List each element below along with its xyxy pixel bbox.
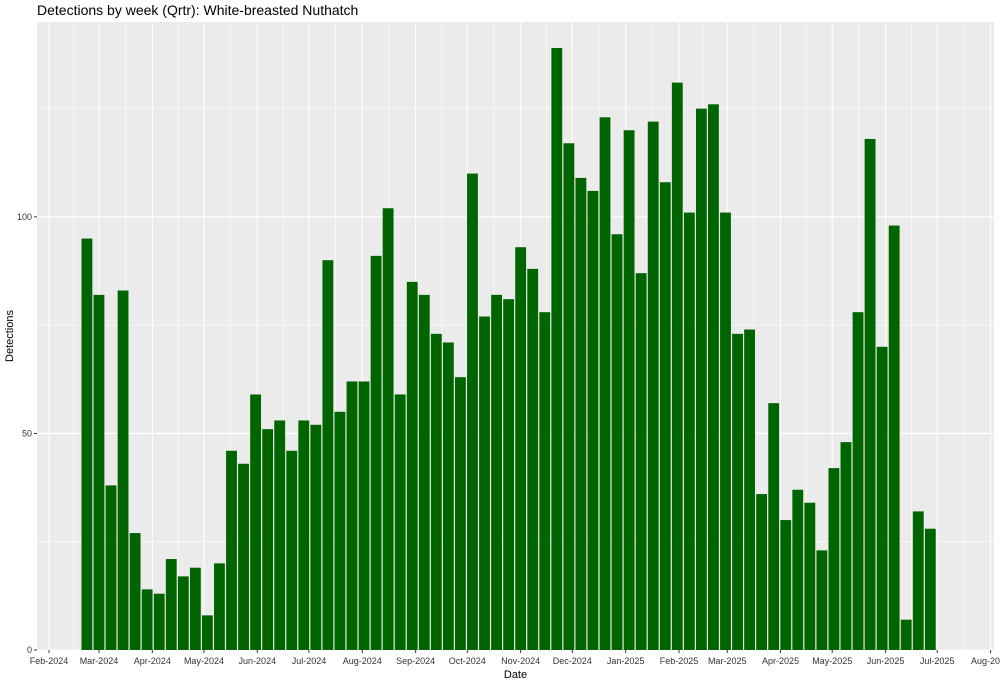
y-tick-label: 100: [17, 212, 32, 222]
x-tick-label: Apr-2025: [762, 656, 799, 666]
chart-title: Detections by week (Qrtr): White-breaste…: [37, 2, 359, 18]
x-tick-label: Apr-2024: [134, 656, 171, 666]
bar: [201, 615, 213, 650]
bar: [382, 208, 394, 650]
bar: [310, 424, 322, 650]
bar: [93, 294, 105, 650]
bar: [876, 346, 888, 650]
x-tick-label: Oct-2024: [449, 656, 486, 666]
x-tick-label: Sep-2024: [396, 656, 435, 666]
bar: [418, 294, 430, 650]
bar: [129, 533, 141, 650]
bar: [81, 238, 93, 650]
bar: [912, 511, 924, 650]
x-tick-label: Jun-2025: [867, 656, 905, 666]
x-tick-label: Jun-2024: [239, 656, 277, 666]
bar: [768, 403, 780, 650]
bar: [141, 589, 153, 650]
bar: [454, 377, 466, 650]
bar: [274, 420, 286, 650]
bar: [900, 619, 912, 650]
bar: [370, 255, 382, 650]
bar: [840, 442, 852, 650]
bar: [214, 563, 225, 650]
bar: [671, 82, 683, 651]
bar: [732, 333, 743, 650]
bar: [153, 593, 165, 650]
bar: [394, 394, 406, 650]
bar: [611, 234, 623, 650]
x-tick-label: Feb-2024: [30, 656, 69, 666]
bar: [563, 143, 575, 650]
bar: [117, 290, 129, 650]
axes: 0 50 100 Feb-2024 Mar-2024 Apr-2024 May-2024 Ju…: [17, 212, 1000, 666]
y-tick-label: 0: [27, 645, 32, 655]
bar: [165, 559, 177, 650]
bar: [189, 567, 201, 650]
bar: [539, 312, 551, 650]
bars: [81, 47, 936, 651]
bar: [695, 108, 707, 651]
x-tick-label: Jul-2024: [292, 656, 327, 666]
y-tick-label: 50: [22, 428, 32, 438]
bar: [430, 333, 442, 650]
bar: [250, 394, 262, 650]
bar: [105, 485, 117, 650]
bar: [322, 260, 334, 650]
bar: [334, 411, 346, 650]
bar: [756, 494, 768, 650]
bar: [298, 420, 310, 650]
bar: [551, 47, 563, 650]
x-tick-label: Feb-2025: [660, 656, 699, 666]
bar: [238, 463, 249, 650]
bar: [623, 130, 635, 650]
bar: [888, 225, 900, 650]
bar: [647, 121, 659, 651]
bar: [406, 281, 418, 650]
bar: [683, 212, 695, 650]
bar: [744, 329, 756, 650]
x-tick-label: Dec-2024: [553, 656, 592, 666]
bar: [262, 429, 274, 650]
bar: [864, 138, 876, 650]
y-axis-title: Detections: [4, 310, 16, 362]
bar: [852, 312, 864, 650]
x-axis-title: Date: [504, 669, 527, 681]
bar: [527, 268, 539, 650]
x-tick-label: Nov-2024: [501, 656, 540, 666]
bar: [708, 104, 719, 650]
x-tick-label: Aug-2024: [343, 656, 382, 666]
bar: [924, 528, 936, 650]
bar: [720, 212, 731, 650]
bar: [177, 576, 189, 650]
bar: [358, 381, 370, 650]
bar: [587, 190, 599, 650]
x-tick-label: Aug-2025: [971, 656, 1000, 666]
x-tick-label: Jul-2025: [920, 656, 955, 666]
bar: [780, 520, 792, 650]
bar: [816, 550, 828, 650]
bar: [286, 450, 298, 650]
x-tick-label: Mar-2025: [708, 656, 747, 666]
bar: [515, 247, 527, 650]
bar: [467, 173, 478, 650]
bar: [599, 117, 611, 650]
bar: [503, 299, 515, 650]
x-tick-label: Jan-2025: [607, 656, 645, 666]
x-tick-label: May-2024: [184, 656, 224, 666]
bar: [491, 294, 502, 650]
bar: [346, 381, 358, 650]
bar: [792, 489, 804, 650]
bar: [828, 468, 840, 650]
x-tick-label: Mar-2024: [80, 656, 119, 666]
bar: [226, 450, 237, 650]
bar: [635, 273, 647, 650]
bar: [442, 342, 454, 650]
x-tick-label: May-2025: [812, 656, 852, 666]
bar: [804, 502, 816, 650]
bar: [479, 316, 490, 650]
bar: [575, 177, 587, 650]
bar: [659, 182, 671, 650]
